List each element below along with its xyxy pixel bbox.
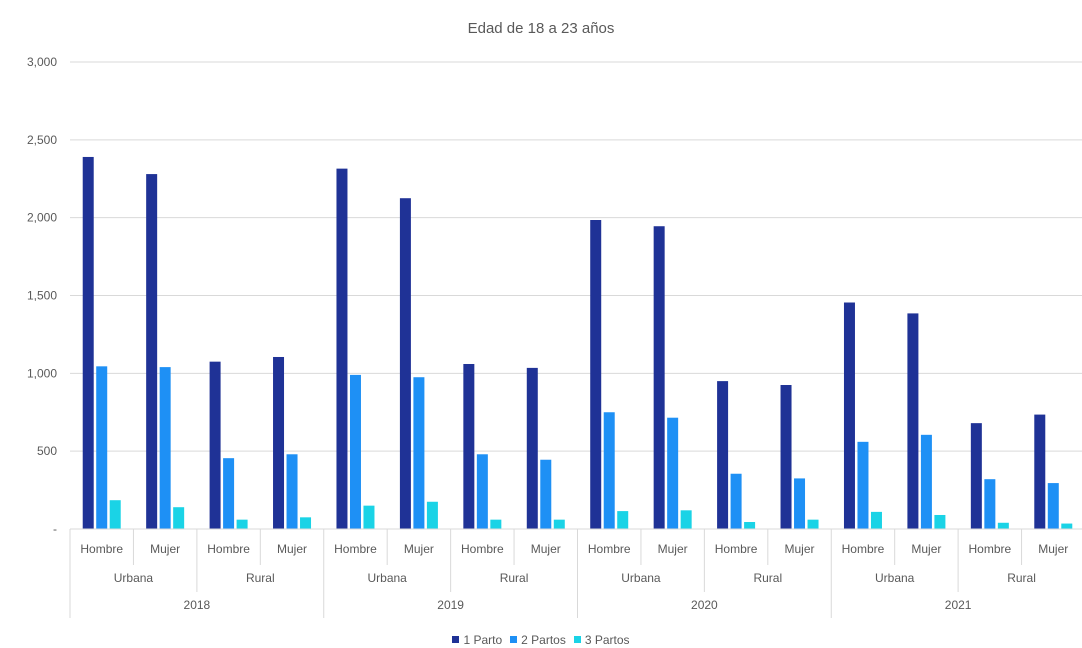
x-tick-label-sex: Hombre <box>207 542 250 556</box>
bar-3-partos <box>807 519 819 529</box>
legend-label: 3 Partos <box>584 632 630 647</box>
bar-3-partos <box>300 517 312 529</box>
legend-label: 1 Parto <box>463 632 503 647</box>
bar-1-parto <box>780 385 792 529</box>
bar-2-partos <box>794 478 806 529</box>
x-group-label-zone: Urbana <box>368 571 408 585</box>
x-tick-label-sex: Hombre <box>80 542 123 556</box>
bar-1-parto <box>653 226 665 529</box>
bar-1-parto <box>843 302 855 529</box>
legend-item: 3 Partos <box>573 632 630 647</box>
bar-2-partos <box>413 377 425 529</box>
bar-3-partos <box>1061 523 1073 529</box>
bar-3-partos <box>553 519 565 529</box>
x-tick-label-sex: Hombre <box>334 542 377 556</box>
bar-1-parto <box>209 361 221 529</box>
y-tick-label: 1,000 <box>27 366 57 380</box>
bar-3-partos <box>744 521 756 529</box>
bar-3-partos <box>997 522 1009 529</box>
x-tick-label-sex: Mujer <box>277 542 307 556</box>
bar-2-partos <box>984 479 996 529</box>
x-tick-label-sex: Mujer <box>531 542 561 556</box>
legend-item: 1 Parto <box>452 632 502 647</box>
bar-3-partos <box>236 519 248 529</box>
x-tick-label-sex: Hombre <box>588 542 631 556</box>
x-tick-label-sex: Hombre <box>969 542 1012 556</box>
y-tick-label: - <box>53 522 57 536</box>
legend-label: 2 Partos <box>521 632 566 647</box>
bar-3-partos <box>870 511 882 529</box>
bar-2-partos <box>920 434 932 529</box>
x-tick-label-sex: Hombre <box>461 542 504 556</box>
legend: 1 Parto 2 Partos 3 Partos <box>0 632 1082 647</box>
y-tick-label: 2,500 <box>27 133 57 147</box>
bar-1-parto <box>1034 414 1046 529</box>
bar-1-parto <box>273 356 285 529</box>
bar-1-parto <box>970 423 982 529</box>
bar-1-parto <box>399 198 411 530</box>
bar-2-partos <box>857 441 869 529</box>
x-tick-label-sex: Hombre <box>715 542 758 556</box>
bar-3-partos <box>934 514 946 529</box>
x-tick-label-sex: Mujer <box>785 542 815 556</box>
y-tick-label: 500 <box>37 444 57 458</box>
legend-swatch <box>510 636 518 644</box>
x-group-label-zone: Rural <box>246 571 275 585</box>
x-group-label-year: 2018 <box>184 598 211 612</box>
bar-3-partos <box>426 501 438 529</box>
bar-1-parto <box>146 174 158 529</box>
bar-2-partos <box>96 366 108 529</box>
x-tick-label-sex: Mujer <box>658 542 688 556</box>
bar-1-parto <box>526 367 538 529</box>
bar-3-partos <box>617 511 629 529</box>
bar-1-parto <box>463 363 475 529</box>
bar-3-partos <box>363 505 375 529</box>
bar-2-partos <box>286 454 298 529</box>
x-group-label-year: 2020 <box>691 598 718 612</box>
legend-swatch <box>452 636 460 644</box>
bar-2-partos <box>476 454 488 529</box>
y-tick-label: 1,500 <box>27 289 57 303</box>
bar-1-parto <box>336 168 348 530</box>
x-tick-label-sex: Mujer <box>1038 542 1068 556</box>
bar-2-partos <box>349 374 361 529</box>
bar-3-partos <box>680 510 692 529</box>
bar-2-partos <box>730 473 742 529</box>
bar-2-partos <box>1047 483 1059 529</box>
x-tick-label-sex: Mujer <box>150 542 180 556</box>
bar-1-parto <box>717 381 729 529</box>
bar-3-partos <box>109 500 121 529</box>
bar-2-partos <box>223 458 235 529</box>
x-group-label-year: 2021 <box>945 598 972 612</box>
x-group-label-zone: Urbana <box>621 571 661 585</box>
x-group-label-zone: Urbana <box>875 571 915 585</box>
x-tick-label-sex: Mujer <box>404 542 434 556</box>
bar-2-partos <box>603 412 615 529</box>
y-tick-label: 3,000 <box>27 55 57 69</box>
x-group-label-zone: Rural <box>753 571 782 585</box>
bar-2-partos <box>159 367 171 529</box>
bar-2-partos <box>540 459 552 529</box>
bar-1-parto <box>590 220 602 530</box>
x-group-label-zone: Rural <box>1007 571 1036 585</box>
x-group-label-zone: Urbana <box>114 571 154 585</box>
legend-item: 2 Partos <box>510 632 566 647</box>
x-tick-label-sex: Mujer <box>911 542 941 556</box>
bar-3-partos <box>490 519 502 529</box>
chart-title: Edad de 18 a 23 años <box>467 20 615 37</box>
legend-swatch <box>573 636 581 644</box>
bar-2-partos <box>667 417 679 529</box>
x-group-label-zone: Rural <box>500 571 529 585</box>
y-tick-label: 2,000 <box>27 211 57 225</box>
bar-3-partos <box>173 507 185 529</box>
bar-1-parto <box>82 156 94 529</box>
x-group-label-year: 2019 <box>437 598 464 612</box>
x-tick-label-sex: Hombre <box>842 542 885 556</box>
bar-1-parto <box>907 313 919 529</box>
